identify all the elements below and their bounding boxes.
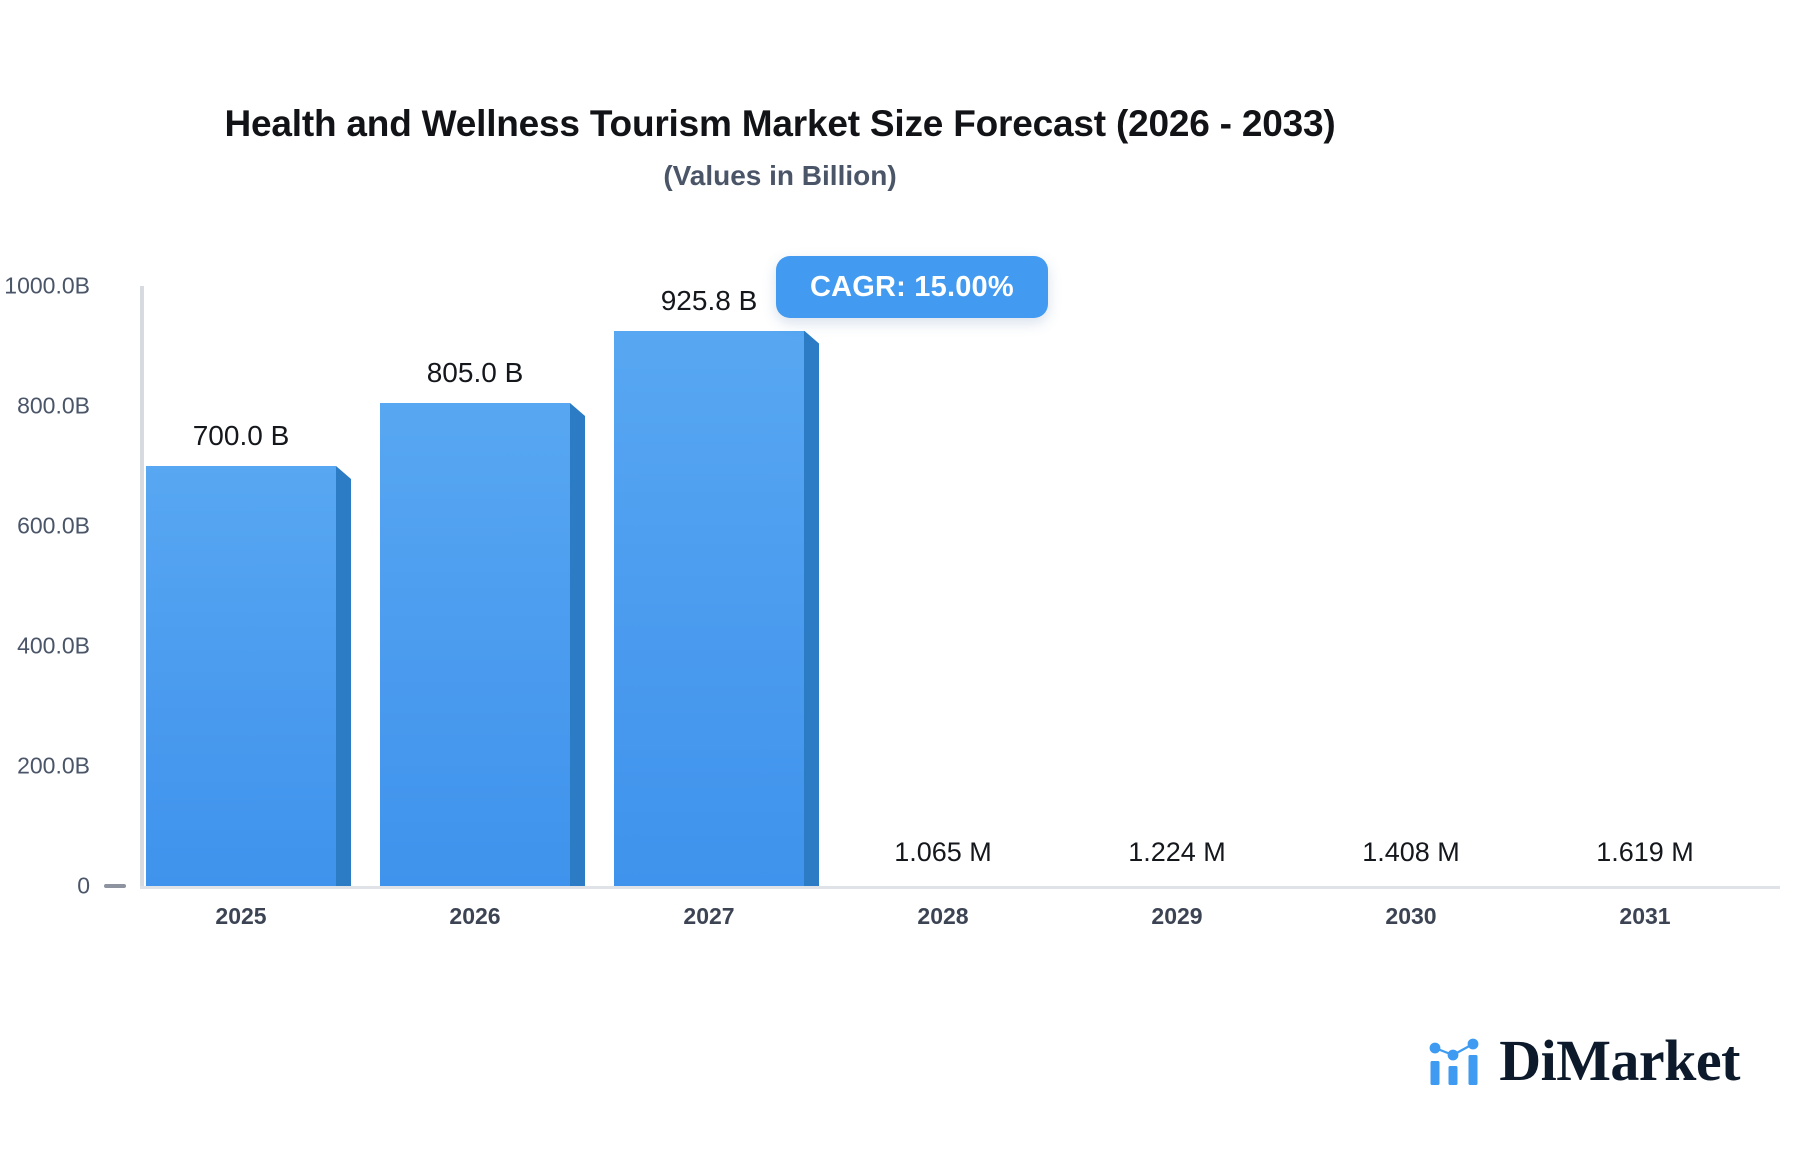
x-axis-label-2030: 2030 (1385, 903, 1437, 929)
plot-area: 1000.0B 800.0B 600.0B 400.0B 200.0B 0 700.0 B… (4, 273, 1780, 899)
cagr-badge: CAGR: 15.00% (776, 256, 1048, 318)
bar-face (380, 403, 570, 886)
bar-2026[interactable] (380, 403, 585, 886)
bar-face (614, 330, 804, 886)
bars-layer: 700.0 B 805.0 B 925.8 B 1.065 M 1.224 M 1.408… (140, 285, 1780, 886)
y-axis-tick-600: 600.0B (17, 512, 90, 539)
bar-group: 1.065 M (848, 286, 1076, 886)
chart-title: Health and Wellness Tourism Market Size … (224, 103, 1336, 144)
bar-side-shading (570, 403, 585, 886)
bar-group: 700.0 B (146, 286, 374, 886)
cagr-badge-label: CAGR: 15.00% (810, 270, 1014, 303)
y-axis-tick-400: 400.0B (17, 632, 90, 659)
y-axis-line (140, 286, 144, 886)
bar-value-label-2025: 700.0 B (192, 420, 290, 451)
bar-value-label-2029: 1.224 M (1128, 837, 1226, 867)
bar-value-label-2027: 925.8 B (660, 284, 758, 316)
x-axis-label-2027: 2027 (683, 903, 735, 929)
bar-value-label-2028: 1.065 M (894, 837, 992, 867)
bar-group: 1.619 M (1550, 286, 1778, 886)
x-axis-label-2026: 2026 (449, 903, 501, 929)
bar-value-label-2026: 805.0 B (426, 357, 524, 388)
bar-2025[interactable] (146, 466, 351, 886)
bar-value-label-2030: 1.408 M (1362, 837, 1460, 867)
y-axis-zero-tick-mark (104, 884, 126, 888)
chart-subtitle: (Values in Billion) (663, 159, 897, 191)
bar-side-shading (336, 466, 351, 886)
bar-group: 925.8 B (614, 285, 842, 886)
bar-chart-icon (1429, 1038, 1479, 1085)
bar-value-label-2031: 1.619 M (1596, 837, 1694, 867)
x-axis-label-2025: 2025 (215, 903, 267, 929)
x-axis-labels: 2025 2026 2027 2028 2029 2030 2031 (140, 903, 1780, 943)
x-axis-label-2029: 2029 (1151, 903, 1203, 929)
x-axis-label-2028: 2028 (917, 903, 969, 929)
bar-group: 1.224 M (1082, 286, 1310, 886)
bar-face (146, 466, 336, 886)
bar-2027[interactable] (614, 330, 819, 886)
chart-header: Health and Wellness Tourism Market Size … (0, 103, 1560, 191)
bar-group: 1.408 M (1316, 286, 1544, 886)
bar-group: 805.0 B (380, 286, 608, 886)
bar-side-shading (804, 330, 819, 886)
x-axis-label-2031: 2031 (1619, 903, 1671, 929)
x-axis-line (140, 886, 1780, 889)
dimarket-logo: DiMarket (1429, 1032, 1740, 1090)
y-axis-tick-800: 800.0B (17, 392, 90, 419)
y-axis-tick-1000: 1000.0B (4, 272, 90, 299)
y-axis-tick-200: 200.0B (17, 752, 90, 779)
y-axis-tick-0: 0 (77, 872, 90, 899)
logo-wordmark: DiMarket (1499, 1028, 1740, 1093)
